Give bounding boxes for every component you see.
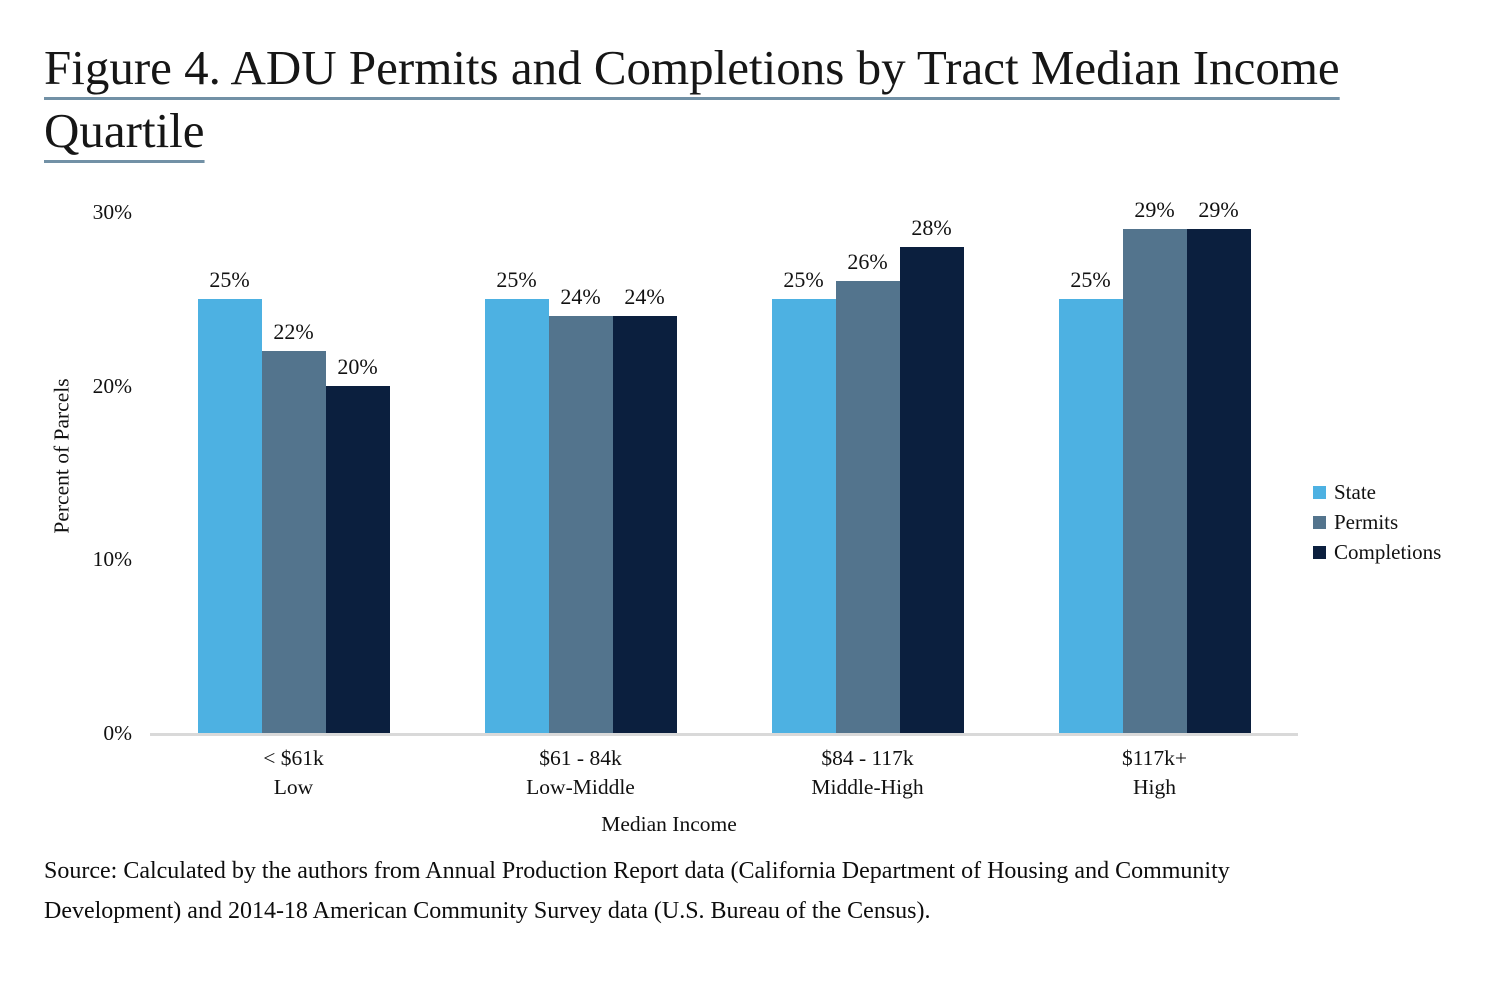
bar-wrap: 25% [771,266,836,733]
bar-permits-middle-high [835,281,900,733]
bar-value-label: 20% [337,353,378,379]
legend-swatch-state [1313,485,1326,499]
bar-wrap: 22% [261,318,326,733]
y-tick-label: 10% [92,547,132,572]
y-tick-label: 30% [92,200,132,224]
bar-state-low-middle [484,298,549,733]
bar-value-label: 28% [911,214,952,240]
x-tick-income-range: < $61k [263,746,324,770]
source-note: Source: Calculated by the authors from A… [44,852,1464,931]
figure-title: Figure 4. ADU Permits and Completions by… [44,40,1340,158]
x-tick-label: $84 - 117k Middle-High [724,744,1011,802]
bar-value-label: 26% [847,249,888,275]
bar-wrap: 29% [1122,196,1187,733]
x-tick-quartile-name: Low [273,775,314,799]
bar-state-middle-high [771,298,836,733]
bar-wrap: 25% [1058,266,1123,733]
bar-completions-low [325,385,390,733]
x-tick-quartile-name: High [1133,775,1176,799]
bar-wrap: 24% [612,283,677,733]
bar-state-high [1058,298,1123,733]
source-line-2: Development) and 2014-18 American Commun… [44,897,931,924]
source-line-1: Source: Calculated by the authors from A… [44,858,1230,884]
bar-wrap: 26% [835,248,900,733]
x-tick-income-range: $61 - 84k [539,746,622,770]
y-tick-label: 0% [103,721,132,745]
legend-label: State [1334,479,1376,504]
legend-item-state: State [1313,477,1441,507]
bar-completions-high [1186,229,1251,733]
bar-permits-high [1122,229,1187,733]
x-tick-label: $61 - 84k Low-Middle [437,744,724,802]
bar-permits-low-middle [548,316,613,733]
bar-value-label: 29% [1134,197,1175,223]
bar-completions-low-middle [612,316,677,733]
bar-group-middle-high: 25% 26% 28% [724,212,1011,733]
bar-group-high: 25% 29% 29% [1011,197,1298,733]
bar-group-low: 25% 22% 20% [150,212,437,733]
bar-wrap: 29% [1186,196,1251,733]
x-tick-income-range: $117k+ [1121,746,1188,770]
bar-completions-middle-high [899,246,964,733]
legend-swatch-permits [1313,515,1326,529]
bar-group-low-middle: 25% 24% 24% [437,212,724,733]
bar-value-label: 24% [624,284,665,310]
bar-state-low [197,298,262,733]
bar-value-label: 25% [1070,266,1111,292]
legend-swatch-completions [1313,545,1326,559]
x-tick-label: < $61k Low [150,744,437,802]
bar-value-label: 29% [1198,197,1239,223]
legend-label: Permits [1334,509,1399,534]
x-tick-quartile-name: Low-Middle [526,775,635,799]
bar-value-label: 22% [273,318,314,344]
plot-area: 25% 22% 20% 25% 24% 24% 25% 26% 28% 25% 29% 29% [150,197,1298,736]
bar-value-label: 24% [560,284,601,310]
x-tick-label: $117k+ High [1011,744,1298,802]
y-tick-label: 20% [92,373,132,398]
bar-wrap: 25% [197,266,262,733]
legend-label: Completions [1334,539,1442,564]
x-tick-quartile-name: Middle-High [811,775,924,799]
x-axis-title: Median Income [601,812,737,836]
bar-wrap: 28% [899,214,964,733]
bar-permits-low [261,350,326,733]
chart-legend: State Permits Completions [1313,477,1441,567]
bar-value-label: 25% [209,266,250,292]
bar-wrap: 25% [484,266,549,733]
legend-item-completions: Completions [1313,537,1441,567]
bar-value-label: 25% [496,266,537,292]
legend-item-permits: Permits [1313,507,1441,537]
x-tick-income-range: $84 - 117k [821,746,914,770]
bar-wrap: 20% [325,353,390,733]
bar-value-label: 25% [783,266,824,292]
bar-wrap: 24% [548,283,613,733]
